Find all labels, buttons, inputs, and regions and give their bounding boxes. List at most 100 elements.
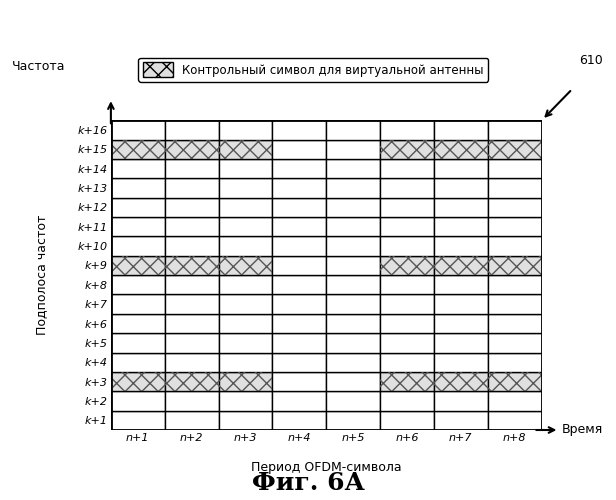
Bar [434,352,488,372]
Bar [272,275,326,294]
Bar [434,294,488,314]
Bar [219,140,272,159]
Bar [380,372,434,392]
Bar [488,392,541,410]
Bar [164,392,219,410]
Bar [219,217,272,236]
Text: Подполоса частот: Подполоса частот [35,215,49,335]
Bar [380,314,434,333]
Bar [164,410,219,430]
Bar [380,236,434,256]
Bar [164,256,219,275]
Bar [219,372,272,392]
Bar [111,372,164,392]
Bar [164,294,219,314]
Bar [380,140,434,159]
Legend: Контрольный символ для виртуальной антенны: Контрольный символ для виртуальной антен… [139,58,488,82]
Bar [219,294,272,314]
Bar [326,178,380,198]
Bar [272,294,326,314]
Bar [434,410,488,430]
Bar [111,372,164,392]
Bar [219,352,272,372]
Bar [434,314,488,333]
Bar [111,275,164,294]
Bar [488,410,541,430]
Bar [164,140,219,159]
Bar [164,198,219,217]
Bar [434,392,488,410]
Text: Период OFDM-символа: Период OFDM-символа [251,461,402,474]
Bar [111,178,164,198]
Bar [380,256,434,275]
Bar [111,140,164,159]
Bar [326,236,380,256]
Bar [326,392,380,410]
Bar [272,198,326,217]
Bar [326,314,380,333]
Bar [380,217,434,236]
Bar [272,314,326,333]
Bar [164,275,219,294]
Bar [272,140,326,159]
Bar [488,140,541,159]
Bar [326,352,380,372]
Bar [111,352,164,372]
Bar [111,256,164,275]
Bar [164,372,219,392]
Bar [326,256,380,275]
Bar [380,392,434,410]
Bar [488,372,541,392]
Bar [111,236,164,256]
Bar [380,410,434,430]
Bar [219,275,272,294]
Bar [434,275,488,294]
Bar [219,198,272,217]
Bar [434,333,488,352]
Bar [488,198,541,217]
Bar [434,120,488,140]
Bar [380,159,434,178]
Bar [326,294,380,314]
Bar [219,314,272,333]
Bar [219,410,272,430]
Bar [380,372,434,392]
Bar [272,352,326,372]
Bar [111,217,164,236]
Bar [434,159,488,178]
Bar [219,256,272,275]
Bar [219,140,272,159]
Bar [219,178,272,198]
Bar [272,236,326,256]
Bar [272,372,326,392]
Text: Фиг. 6А: Фиг. 6А [251,471,365,495]
Bar [111,392,164,410]
Bar [272,410,326,430]
Bar [164,333,219,352]
Bar [219,372,272,392]
Bar [488,372,541,392]
Bar [164,352,219,372]
Bar [326,333,380,352]
Bar [219,120,272,140]
Bar [380,333,434,352]
Bar [164,236,219,256]
Bar [488,294,541,314]
Bar [111,120,164,140]
Bar [111,256,164,275]
Bar [164,178,219,198]
Bar [111,198,164,217]
Bar [434,256,488,275]
Bar [164,372,219,392]
Bar [488,178,541,198]
Bar [219,392,272,410]
Bar [272,392,326,410]
Text: 610: 610 [579,54,603,66]
Bar [326,217,380,236]
Bar [326,372,380,392]
Bar [434,217,488,236]
Bar [272,159,326,178]
Bar [326,159,380,178]
Bar [326,275,380,294]
Bar [111,333,164,352]
